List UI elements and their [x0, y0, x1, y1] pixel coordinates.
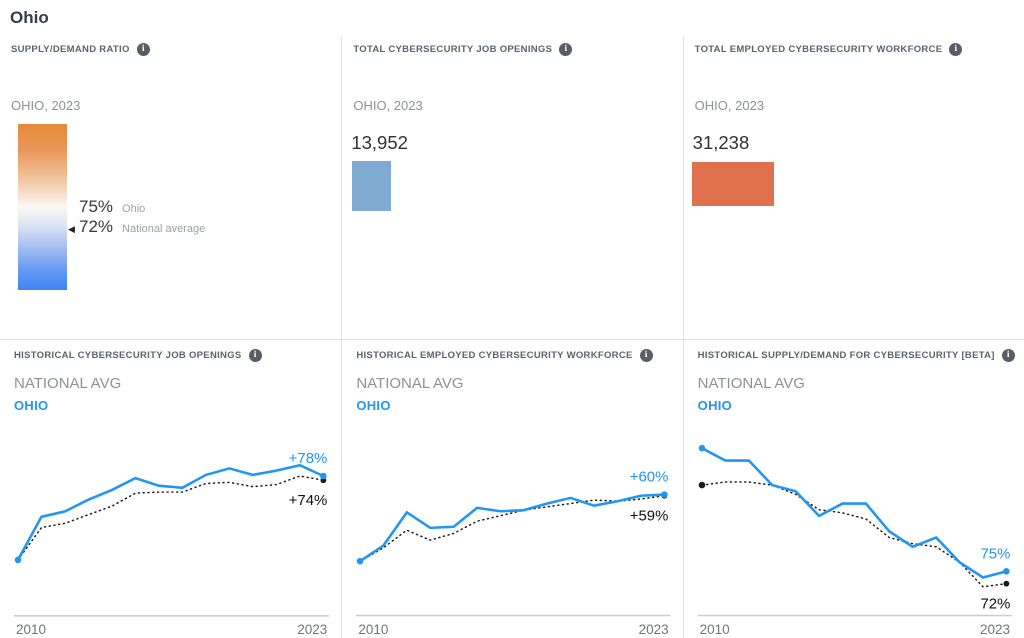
- panel-subtitle: OHIO, 2023: [11, 98, 81, 113]
- x-axis-end: 2023: [979, 622, 1010, 637]
- panel-historical-employed-workforce: HISTORICAL EMPLOYED CYBERSECURITY WORKFO…: [341, 339, 683, 638]
- x-axis-end: 2023: [638, 622, 669, 637]
- x-axis-start: 2010: [16, 622, 47, 637]
- supply-demand-gradient-bar: [18, 124, 67, 290]
- state-ratio-label: Ohio: [122, 203, 146, 215]
- x-axis-labels: 2010 2023: [698, 621, 1012, 637]
- panel-title-row: SUPPLY/DEMAND RATIO i: [0, 36, 341, 56]
- panel-total-employed-workforce: TOTAL EMPLOYED CYBERSECURITY WORKFORCE i…: [682, 36, 1024, 339]
- info-icon[interactable]: i: [639, 349, 653, 362]
- legend-state: OHIO: [14, 398, 49, 413]
- panel-title-row: TOTAL CYBERSECURITY JOB OPENINGS i: [342, 36, 682, 56]
- x-axis-labels: 2010 2023: [14, 621, 329, 637]
- legend-national-avg: NATIONAL AVG: [356, 375, 464, 392]
- panel-historical-job-openings: HISTORICAL CYBERSECURITY JOB OPENINGS i …: [0, 339, 342, 638]
- panel-subtitle: OHIO, 2023: [694, 98, 765, 113]
- state-ratio-row: 75% Ohio: [68, 197, 205, 217]
- info-icon[interactable]: i: [559, 43, 573, 56]
- panel-title-row: HISTORICAL EMPLOYED CYBERSECURITY WORKFO…: [356, 349, 670, 362]
- svg-text:+59%: +59%: [630, 508, 669, 525]
- info-icon[interactable]: i: [949, 43, 963, 56]
- national-ratio-label: National average: [122, 222, 206, 235]
- national-ratio-value: 72%: [79, 216, 114, 236]
- legend-national-avg: NATIONAL AVG: [697, 375, 805, 392]
- employed-workforce-swatch: [691, 162, 774, 206]
- panel-title-row: HISTORICAL SUPPLY/DEMAND FOR CYBERSECURI…: [697, 349, 1015, 362]
- panel-historical-supply-demand: HISTORICAL SUPPLY/DEMAND FOR CYBERSECURI…: [682, 339, 1024, 638]
- legend-state: OHIO: [697, 398, 733, 413]
- employed-workforce-value: 31,238: [692, 132, 750, 153]
- panel-supply-demand-ratio: SUPPLY/DEMAND RATIO i OHIO, 2023 75% Ohi…: [0, 36, 341, 339]
- svg-text:+74%: +74%: [289, 492, 328, 509]
- panel-title-row: HISTORICAL CYBERSECURITY JOB OPENINGS i: [14, 349, 329, 362]
- supply-demand-legend: 75% Ohio ◀ 72% National average: [68, 197, 205, 236]
- svg-text:+60%: +60%: [630, 469, 669, 486]
- panel-title: TOTAL CYBERSECURITY JOB OPENINGS: [353, 44, 553, 55]
- legend-national-avg: NATIONAL AVG: [14, 375, 122, 392]
- chart-wrap: +59% +60% 2010 2023: [356, 423, 671, 637]
- state-ratio-value: 75%: [79, 197, 114, 216]
- national-marker-icon: ◀: [68, 223, 75, 234]
- panel-total-job-openings: TOTAL CYBERSECURITY JOB OPENINGS i OHIO,…: [341, 36, 682, 339]
- info-icon[interactable]: i: [136, 43, 150, 56]
- svg-text:75%: 75%: [980, 545, 1010, 562]
- panel-title: HISTORICAL SUPPLY/DEMAND FOR CYBERSECURI…: [697, 350, 995, 361]
- panel-title: SUPPLY/DEMAND RATIO: [11, 44, 130, 55]
- panel-title-row: TOTAL EMPLOYED CYBERSECURITY WORKFORCE i: [684, 36, 1024, 56]
- x-axis-end: 2023: [297, 622, 328, 637]
- chart-wrap: +74% +78% 2010 2023: [14, 423, 330, 637]
- page-title: Ohio: [10, 8, 49, 27]
- panel-title: TOTAL EMPLOYED CYBERSECURITY WORKFORCE: [694, 44, 943, 55]
- legend-state: OHIO: [356, 398, 391, 413]
- svg-text:+78%: +78%: [289, 450, 328, 467]
- dashboard-grid: SUPPLY/DEMAND RATIO i OHIO, 2023 75% Ohi…: [0, 36, 1024, 638]
- x-axis-labels: 2010 2023: [356, 621, 670, 637]
- panel-subtitle: OHIO, 2023: [353, 98, 423, 113]
- panel-title: HISTORICAL CYBERSECURITY JOB OPENINGS: [14, 350, 242, 361]
- info-icon[interactable]: i: [1001, 349, 1015, 362]
- job-openings-line-chart[interactable]: +74% +78%: [14, 423, 330, 621]
- job-openings-value: 13,952: [351, 132, 408, 153]
- svg-text:72%: 72%: [980, 596, 1010, 613]
- page-header: Ohio: [0, 0, 1024, 36]
- employed-workforce-line-chart[interactable]: +59% +60%: [356, 423, 671, 621]
- info-icon[interactable]: i: [248, 349, 262, 362]
- supply-demand-line-chart[interactable]: 72% 75%: [697, 423, 1012, 621]
- chart-wrap: 72% 75% 2010 2023: [697, 423, 1012, 637]
- job-openings-swatch: [352, 161, 392, 211]
- x-axis-start: 2010: [358, 622, 389, 637]
- x-axis-start: 2010: [699, 622, 730, 637]
- national-ratio-row: ◀ 72% National average: [68, 217, 205, 237]
- panel-title: HISTORICAL EMPLOYED CYBERSECURITY WORKFO…: [356, 350, 633, 361]
